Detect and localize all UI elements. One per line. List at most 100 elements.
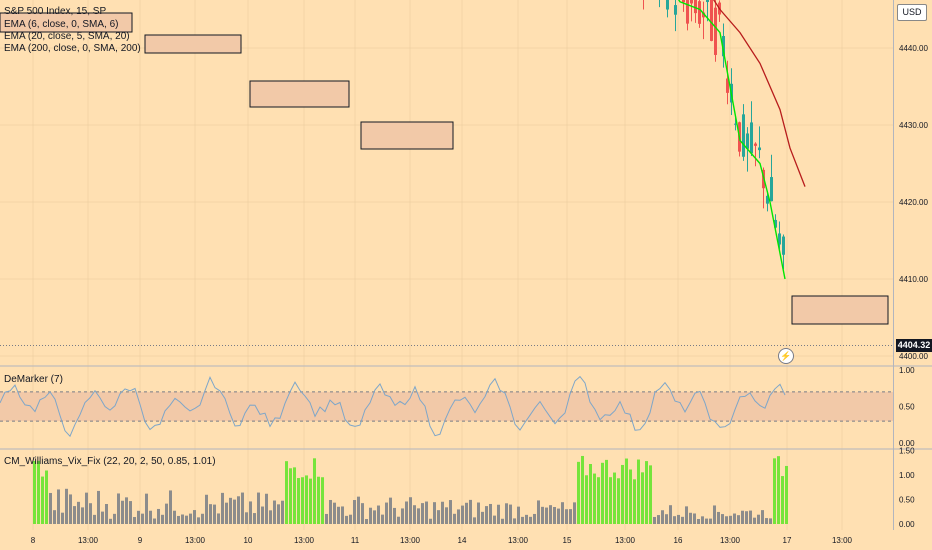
- vix-label[interactable]: CM_Williams_Vix_Fix (22, 20, 2, 50, 0.85…: [4, 456, 216, 467]
- vix-bar: [749, 510, 752, 524]
- vix-bar: [557, 508, 560, 524]
- vix-bar: [77, 501, 80, 524]
- vix-bar: [141, 513, 144, 524]
- vix-bar: [105, 504, 108, 524]
- vix-bar: [121, 500, 124, 524]
- time-axis-label: 9: [138, 536, 143, 545]
- vix-bar: [549, 505, 552, 524]
- vix-bar: [493, 515, 496, 524]
- vix-bar: [289, 468, 292, 524]
- demarker-axis-label: 1.00: [899, 366, 915, 375]
- legend-ema-20[interactable]: EMA (20, close, 5, SMA, 20): [4, 31, 130, 42]
- candle-body: [694, 0, 697, 14]
- vix-bar: [589, 464, 592, 524]
- vix-bar: [457, 509, 460, 524]
- annotation-boxes[interactable]: [0, 12, 889, 325]
- vix-bar: [677, 514, 680, 524]
- vix-bar: [657, 515, 660, 524]
- vix-bar: [613, 472, 616, 524]
- vix-bar: [505, 503, 508, 524]
- vix-bar: [673, 516, 676, 524]
- vix-bar: [609, 477, 612, 524]
- vix-bar: [281, 500, 284, 524]
- candle-body: [770, 177, 773, 202]
- time-axis-label: 8: [31, 536, 36, 545]
- grid-lines: [0, 0, 893, 530]
- vix-bar: [245, 512, 248, 524]
- candle-body: [754, 143, 757, 146]
- vix-bar: [337, 506, 340, 524]
- candle-body: [714, 7, 717, 55]
- vix-bar: [721, 514, 724, 524]
- vix-bar: [421, 503, 424, 524]
- vix-bar: [389, 497, 392, 524]
- vix-bar: [465, 502, 468, 524]
- vix-bar: [697, 518, 700, 524]
- demarker-panel[interactable]: 1.00 0.50 0.00: [0, 365, 932, 448]
- time-axis-label: 13:00: [400, 536, 421, 545]
- lightning-icon[interactable]: ⚡: [778, 348, 794, 364]
- vix-bar: [341, 506, 344, 524]
- vix-bar: [529, 516, 532, 524]
- vix-bar: [633, 479, 636, 524]
- vix-bar: [169, 490, 172, 524]
- price-axis[interactable]: 4520.004510.004500.004490.004480.004470.…: [899, 0, 928, 361]
- vix-bar: [325, 513, 328, 524]
- vix-bar: [425, 501, 428, 524]
- vix-bar: [653, 516, 656, 524]
- vix-bar: [753, 517, 756, 524]
- vix-bar: [221, 492, 224, 524]
- candle-body: [746, 133, 749, 149]
- time-axis[interactable]: 8 13:00 9 13:00 10 13:00 11 13:00 14 13:00 15 13:00…: [31, 536, 853, 545]
- vix-bar: [65, 488, 68, 524]
- vix-bar: [441, 501, 444, 524]
- vix-bar: [117, 493, 120, 524]
- vix-bar: [433, 502, 436, 524]
- vix-bar: [197, 517, 200, 524]
- vix-bar: [81, 507, 84, 524]
- vix-bar: [597, 477, 600, 524]
- vix-bar: [53, 510, 56, 524]
- vix-bar: [601, 462, 604, 524]
- vix-bar: [761, 510, 764, 524]
- vix-bar: [689, 512, 692, 524]
- vix-bar: [605, 459, 608, 524]
- vix-bar: [41, 476, 44, 524]
- vix-bar: [345, 515, 348, 524]
- legend-ema-6[interactable]: EMA (6, close, 0, SMA, 6): [4, 19, 119, 30]
- vix-bar: [177, 515, 180, 524]
- candle-body: [734, 123, 737, 125]
- vix-bar: [277, 504, 280, 524]
- vix-bar: [269, 510, 272, 524]
- legend-main-title: S&P 500 Index, 15, SP: [4, 6, 107, 17]
- demarker-line: [0, 375, 786, 438]
- time-axis-label: 13:00: [185, 536, 206, 545]
- time-axis-label: 10: [244, 536, 253, 545]
- time-axis-label: 13:00: [832, 536, 853, 545]
- vix-bar: [73, 506, 76, 524]
- time-axis-label: 13:00: [294, 536, 315, 545]
- candle-body: [686, 0, 689, 24]
- vix-bar: [769, 518, 772, 524]
- vix-bar: [569, 509, 572, 524]
- vix-bar: [109, 518, 112, 524]
- vix-bar: [37, 460, 40, 524]
- currency-button[interactable]: USD: [897, 4, 927, 21]
- vix-bar: [309, 478, 312, 524]
- vix-bar: [253, 513, 256, 524]
- vix-bar: [133, 517, 136, 524]
- vix-axis-label: 0.00: [899, 520, 915, 529]
- demarker-label[interactable]: DeMarker (7): [4, 374, 63, 385]
- vix-bar: [185, 515, 188, 524]
- vix-bar: [445, 507, 448, 524]
- vix-bar: [765, 518, 768, 524]
- vix-bar: [481, 511, 484, 524]
- vix-bar: [293, 467, 296, 524]
- legend-ema-200[interactable]: EMA (200, close, 0, SMA, 200): [4, 43, 141, 54]
- vix-bar: [129, 501, 132, 524]
- vix-bar: [385, 502, 388, 524]
- vix-bar: [93, 514, 96, 524]
- vix-fix-panel[interactable]: 1.50 1.00 0.50 0.00: [0, 447, 932, 530]
- vix-bar: [717, 511, 720, 524]
